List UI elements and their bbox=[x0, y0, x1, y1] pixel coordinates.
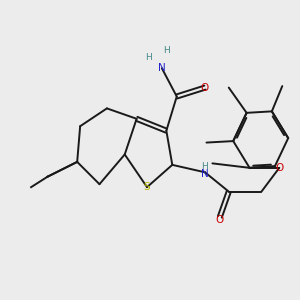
Text: O: O bbox=[201, 82, 209, 93]
Text: H: H bbox=[163, 46, 170, 55]
Text: H: H bbox=[145, 53, 152, 62]
Text: O: O bbox=[275, 163, 284, 173]
Text: S: S bbox=[144, 182, 150, 192]
Text: H: H bbox=[202, 162, 208, 171]
Text: O: O bbox=[216, 215, 224, 225]
Text: N: N bbox=[201, 169, 209, 179]
Text: N: N bbox=[158, 63, 166, 73]
